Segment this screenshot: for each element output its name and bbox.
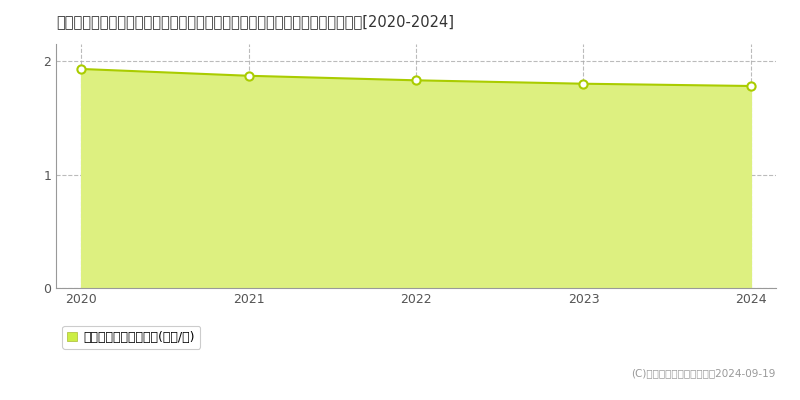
Point xyxy=(74,66,87,72)
Point xyxy=(410,77,422,84)
Text: (C)土地価格ドットコム　　2024-09-19: (C)土地価格ドットコム 2024-09-19 xyxy=(632,368,776,378)
Point xyxy=(577,80,590,87)
Legend: 基準地価　平均坪単価(万円/坪): 基準地価 平均坪単価(万円/坪) xyxy=(62,326,200,349)
Point xyxy=(242,72,255,79)
Text: 福岡県京都郡みやこ町勝山宮原字カグラタ２５２番１外　基準地価　地価推移[2020-2024]: 福岡県京都郡みやこ町勝山宮原字カグラタ２５２番１外 基準地価 地価推移[2020… xyxy=(56,14,454,29)
Point xyxy=(745,83,758,89)
